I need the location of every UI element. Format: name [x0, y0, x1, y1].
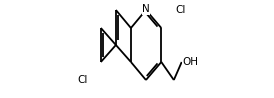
Text: N: N: [142, 4, 150, 14]
Text: Cl: Cl: [77, 75, 88, 85]
Text: OH: OH: [183, 57, 199, 67]
Text: Cl: Cl: [175, 5, 185, 15]
